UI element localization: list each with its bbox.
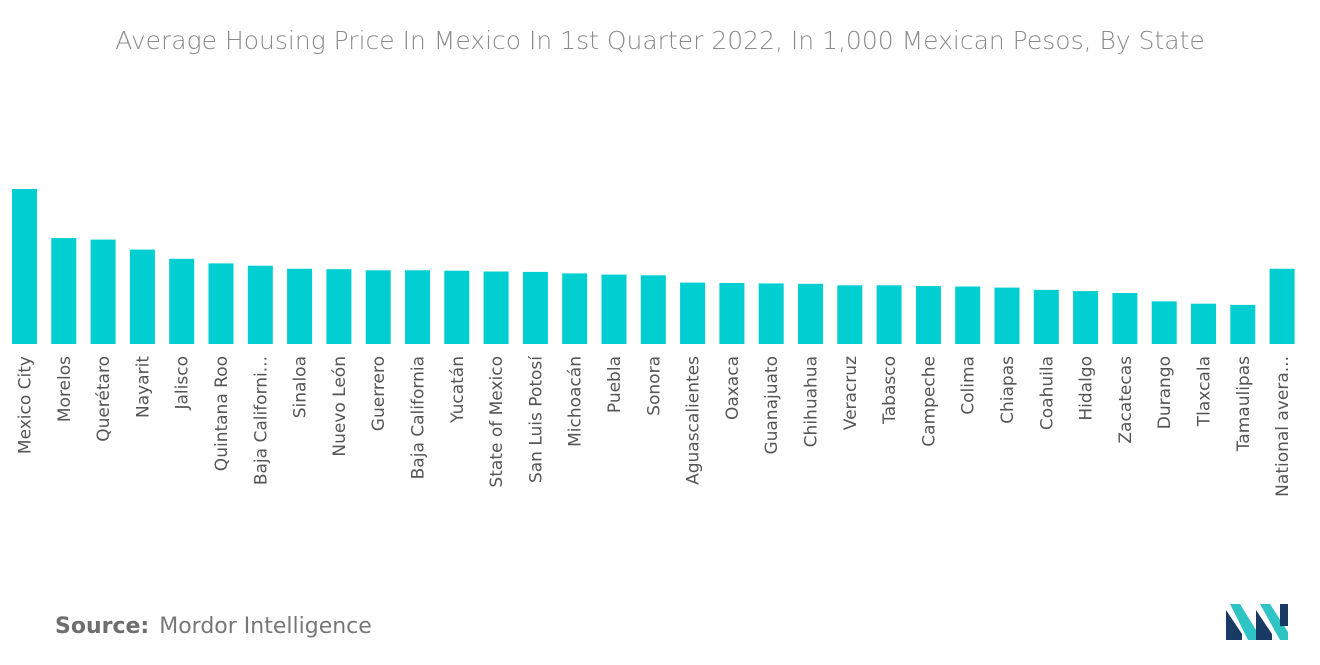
x-tick-label-14: Michoacán: [566, 356, 586, 447]
x-tick-label-2: Querétaro: [94, 356, 114, 442]
bars-group: [12, 189, 1295, 344]
bar-9: [365, 270, 391, 344]
x-tick-label-3: Nayarit: [133, 356, 153, 418]
bar-20: [798, 283, 823, 344]
x-tick-label-5: Quintana Roo: [212, 356, 232, 471]
bar-12: [483, 271, 509, 344]
bar-7: [287, 268, 313, 344]
bar-28: [1112, 293, 1138, 344]
x-tick-label-17: Aguascalientes: [684, 356, 704, 485]
x-tick-label-8: Nuevo León: [330, 356, 350, 457]
bar-30: [1191, 303, 1216, 344]
source-text: Mordor Intelligence: [159, 614, 372, 639]
x-tick-label-24: Colima: [959, 356, 979, 415]
bar-4: [169, 258, 195, 344]
bar-14: [562, 273, 588, 344]
x-tick-label-29: Durango: [1155, 356, 1175, 429]
bar-25: [994, 287, 1020, 344]
bar-24: [955, 286, 981, 344]
source-line: Source: Mordor Intelligence: [55, 614, 372, 639]
x-tick-label-25: Chiapas: [998, 356, 1018, 424]
bar-10: [405, 270, 430, 344]
x-tick-label-13: San Luis Potosí: [526, 355, 546, 483]
bar-26: [1033, 289, 1059, 344]
bar-6: [247, 265, 273, 344]
bar-11: [444, 270, 470, 344]
x-tick-label-6: Baja Californi...: [251, 356, 271, 485]
tick-labels-group: Mexico City Morelos Querétaro Nayarit Jalisc…: [16, 355, 1294, 497]
x-tick-label-0: Mexico City: [16, 356, 36, 454]
chart-title: Average Housing Price In Mexico In 1st Q…: [115, 26, 1205, 55]
bar-32: [1269, 268, 1295, 344]
bar-5: [208, 263, 234, 344]
mordor-intelligence-logo-icon: [1226, 604, 1288, 640]
x-tick-label-4: Jalisco: [173, 356, 193, 410]
bar-22: [876, 285, 902, 344]
x-tick-label-9: Guerrero: [369, 356, 389, 431]
x-tick-label-19: Guanajuato: [762, 356, 782, 455]
bar-chart: Mexico City Morelos Querétaro Nayarit Jalisc…: [12, 189, 1295, 497]
bar-8: [326, 269, 352, 344]
x-tick-label-28: Zacatecas: [1116, 356, 1136, 444]
bar-19: [758, 283, 784, 344]
x-tick-label-11: Yucatán: [448, 356, 468, 424]
bar-31: [1230, 304, 1256, 344]
x-tick-label-27: Hidalgo: [1077, 356, 1097, 421]
bar-16: [640, 275, 666, 344]
source-label: Source:: [55, 614, 150, 639]
x-tick-label-32: National avera...: [1273, 356, 1293, 497]
bar-29: [1151, 301, 1177, 344]
x-tick-label-21: Veracruz: [841, 356, 861, 430]
x-tick-label-22: Tabasco: [880, 356, 900, 425]
bar-3: [129, 249, 155, 344]
bar-17: [680, 282, 706, 344]
x-tick-label-18: Oaxaca: [723, 356, 743, 420]
x-tick-label-26: Coahuila: [1037, 356, 1057, 430]
x-tick-label-20: Chihuahua: [802, 356, 822, 447]
bar-15: [601, 274, 627, 344]
bar-27: [1073, 291, 1099, 344]
bar-18: [719, 283, 745, 344]
x-tick-label-15: Puebla: [605, 356, 625, 413]
x-tick-label-16: Sonora: [644, 356, 664, 416]
x-tick-label-10: Baja California: [409, 356, 429, 479]
x-tick-label-23: Campeche: [919, 356, 939, 447]
x-tick-label-31: Tamaulipas: [1234, 356, 1254, 452]
x-tick-label-12: State of Mexico: [487, 356, 507, 488]
bar-13: [522, 271, 548, 344]
x-tick-label-7: Sinaloa: [291, 356, 311, 418]
bar-0: [12, 189, 37, 344]
bar-2: [90, 239, 116, 344]
bar-23: [915, 286, 941, 344]
bar-1: [51, 238, 77, 344]
x-tick-label-30: Tlaxcala: [1195, 356, 1215, 427]
bar-21: [837, 285, 863, 344]
x-tick-label-1: Morelos: [55, 356, 75, 422]
